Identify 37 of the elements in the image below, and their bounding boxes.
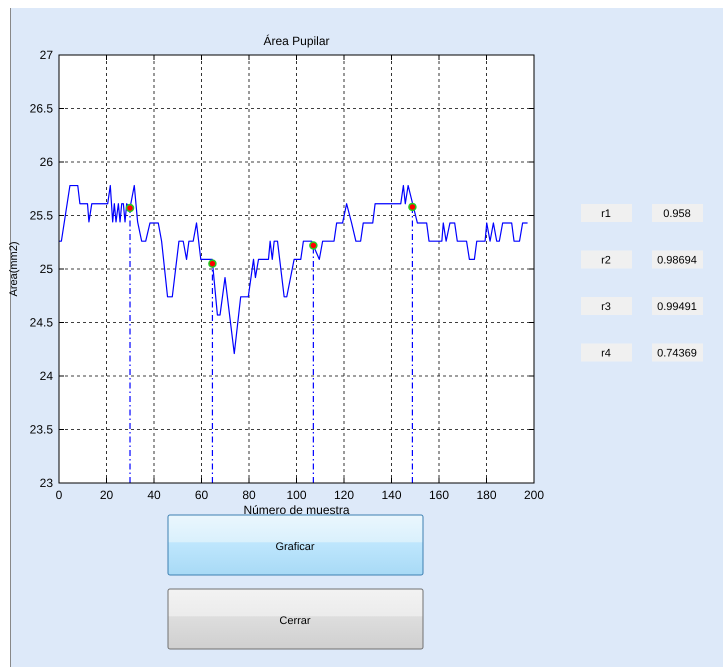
value-field: 0.958 xyxy=(652,204,703,222)
x-tick-label: 0 xyxy=(56,488,63,502)
button: Graficar xyxy=(168,514,424,576)
x-tick-label: 20 xyxy=(100,488,114,502)
value-field: 0.74369 xyxy=(652,344,703,362)
value-field: 0.98694 xyxy=(652,250,703,268)
label-field: r1 xyxy=(581,204,632,222)
x-tick-label: 100 xyxy=(286,488,307,502)
label-field: r2 xyxy=(581,250,632,268)
button: Cerrar xyxy=(168,588,424,650)
y-tick-label: 26.5 xyxy=(30,102,54,116)
x-tick-label: 180 xyxy=(476,488,497,502)
y-tick-label: 23 xyxy=(40,476,54,490)
y-axis-title: Area(mm2) xyxy=(8,241,20,297)
x-axis-title: Número de muestra xyxy=(243,503,350,517)
x-tick-label: 40 xyxy=(147,488,161,502)
point xyxy=(309,241,318,250)
point xyxy=(126,204,134,212)
chart-title: Área Pupilar xyxy=(263,34,330,48)
value-field: 0.99491 xyxy=(652,297,703,315)
y-tick-label: 25.5 xyxy=(30,208,54,223)
y-tick-label: 25 xyxy=(40,262,54,276)
x-tick-label: 160 xyxy=(428,488,450,502)
label-field: r3 xyxy=(581,297,632,315)
point xyxy=(208,259,217,268)
x-tick-label: 80 xyxy=(242,488,256,502)
label-field: r4 xyxy=(581,344,632,362)
y-tick-label: 23.5 xyxy=(30,422,54,437)
y-tick-label: 24.5 xyxy=(30,316,54,330)
x-tick-label: 60 xyxy=(194,488,208,502)
x-tick-label: 200 xyxy=(524,488,544,502)
y-tick-label: 26 xyxy=(40,155,54,170)
y-tick-label: 27 xyxy=(40,48,54,62)
point xyxy=(408,202,417,212)
x-tick-label: 120 xyxy=(334,488,354,502)
y-tick-label: 24 xyxy=(40,369,54,384)
x-tick-label: 140 xyxy=(381,488,402,502)
